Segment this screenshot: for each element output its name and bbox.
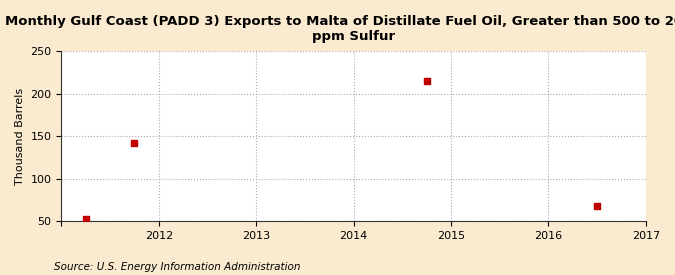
- Y-axis label: Thousand Barrels: Thousand Barrels: [15, 87, 25, 185]
- Point: [129, 141, 140, 145]
- Point: [421, 79, 432, 83]
- Title: Monthly Gulf Coast (PADD 3) Exports to Malta of Distillate Fuel Oil, Greater tha: Monthly Gulf Coast (PADD 3) Exports to M…: [5, 15, 675, 43]
- Text: Source: U.S. Energy Information Administration: Source: U.S. Energy Information Administ…: [54, 262, 300, 272]
- Point: [592, 204, 603, 208]
- Point: [80, 217, 91, 222]
